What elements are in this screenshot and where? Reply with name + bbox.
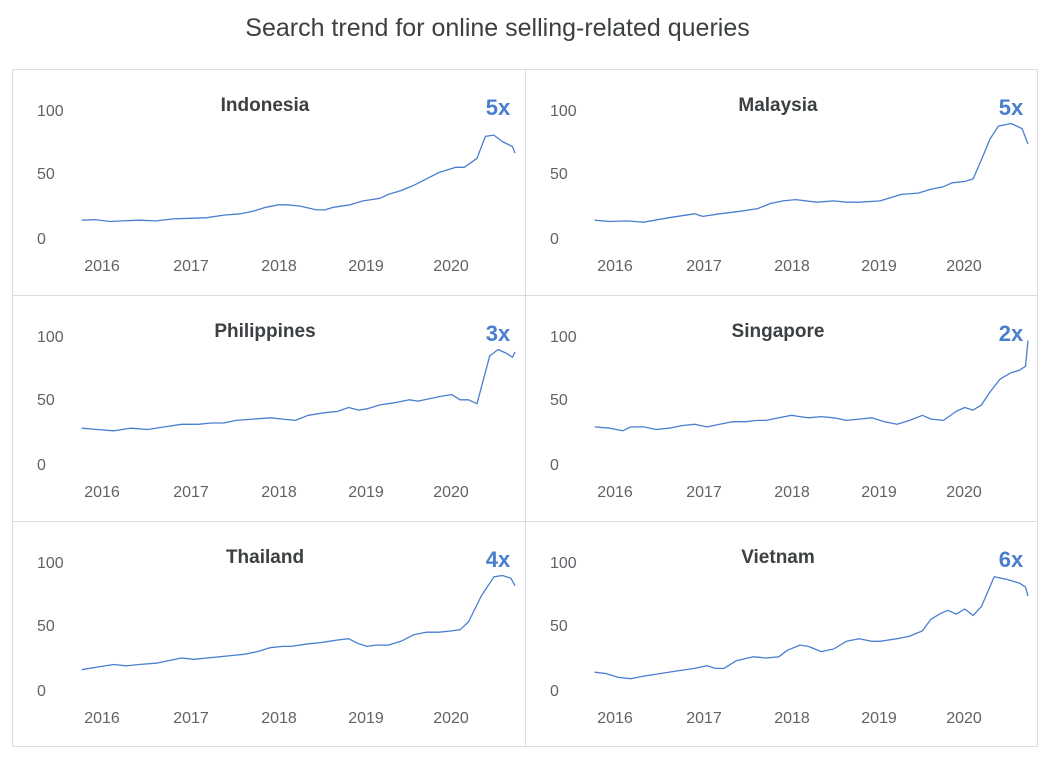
x-tick-label: 2018 bbox=[774, 710, 810, 727]
x-tick-label: 2018 bbox=[261, 484, 297, 501]
small-multiples-grid: Indonesia 5x 100 50 0 2016 2017 2018 2019 2020 Ma… bbox=[12, 69, 1038, 747]
x-tick-label: 2017 bbox=[173, 258, 209, 275]
panel-malaysia: Malaysia 5x 100 50 0 2016 2017 2018 2019 2020 bbox=[526, 70, 1039, 296]
panel-divider-horizontal bbox=[13, 295, 1037, 296]
x-tick-label: 2019 bbox=[861, 710, 897, 727]
trend-line bbox=[81, 574, 516, 671]
x-tick-label: 2019 bbox=[861, 258, 897, 275]
y-tick-label: 100 bbox=[550, 103, 577, 120]
y-tick-label: 0 bbox=[37, 231, 46, 248]
x-tick-label: 2018 bbox=[774, 484, 810, 501]
x-tick-label: 2017 bbox=[173, 710, 209, 727]
line-chart-svg: Malaysia 5x 100 50 0 2016 2017 2018 2019 2020 bbox=[550, 95, 1029, 275]
panel-singapore: Singapore 2x 100 50 0 2016 2017 2018 2019 2020 bbox=[526, 296, 1039, 522]
growth-multiplier-label: 5x bbox=[999, 95, 1024, 120]
panel-divider-vertical bbox=[525, 70, 526, 746]
y-tick-label: 50 bbox=[550, 166, 568, 183]
x-tick-label: 2018 bbox=[261, 258, 297, 275]
y-tick-label: 100 bbox=[37, 329, 64, 346]
panel-indonesia: Indonesia 5x 100 50 0 2016 2017 2018 2019 2020 bbox=[13, 70, 526, 296]
x-tick-label: 2017 bbox=[686, 484, 722, 501]
growth-multiplier-label: 2x bbox=[999, 321, 1024, 346]
y-tick-label: 0 bbox=[37, 683, 46, 700]
x-tick-label: 2019 bbox=[348, 484, 384, 501]
x-tick-label: 2020 bbox=[946, 258, 982, 275]
x-tick-label: 2016 bbox=[597, 484, 633, 501]
x-tick-label: 2016 bbox=[84, 258, 120, 275]
y-tick-label: 50 bbox=[37, 392, 55, 409]
growth-multiplier-label: 3x bbox=[486, 321, 511, 346]
y-tick-label: 100 bbox=[550, 555, 577, 572]
x-tick-label: 2019 bbox=[348, 258, 384, 275]
trend-line bbox=[594, 340, 1029, 432]
x-tick-label: 2020 bbox=[433, 258, 469, 275]
chart-title: Search trend for online selling-related … bbox=[245, 14, 750, 42]
y-tick-label: 100 bbox=[37, 103, 64, 120]
y-tick-label: 0 bbox=[37, 457, 46, 474]
y-tick-label: 100 bbox=[550, 329, 577, 346]
y-tick-label: 50 bbox=[550, 618, 568, 635]
panel-thailand: Thailand 4x 100 50 0 2016 2017 2018 2019 2020 bbox=[13, 522, 526, 748]
y-tick-label: 0 bbox=[550, 683, 559, 700]
line-chart-svg: Vietnam 6x 100 50 0 2016 2017 2018 2019 2020 bbox=[550, 547, 1029, 727]
panel-title: Indonesia bbox=[221, 95, 310, 116]
x-tick-label: 2019 bbox=[861, 484, 897, 501]
panel-title: Vietnam bbox=[741, 547, 815, 568]
x-tick-label: 2016 bbox=[597, 710, 633, 727]
y-tick-label: 50 bbox=[37, 618, 55, 635]
trend-line bbox=[81, 348, 516, 432]
x-tick-label: 2019 bbox=[348, 710, 384, 727]
trend-line bbox=[594, 576, 1029, 680]
panel-title: Malaysia bbox=[738, 95, 818, 116]
line-chart-svg: Indonesia 5x 100 50 0 2016 2017 2018 2019 2020 bbox=[37, 95, 516, 275]
growth-multiplier-label: 5x bbox=[486, 95, 511, 120]
panel-divider-horizontal bbox=[13, 521, 1037, 522]
trend-line bbox=[594, 122, 1029, 223]
x-tick-label: 2020 bbox=[946, 710, 982, 727]
panel-title: Thailand bbox=[226, 547, 304, 568]
y-tick-label: 50 bbox=[37, 166, 55, 183]
y-tick-label: 0 bbox=[550, 457, 559, 474]
x-tick-label: 2016 bbox=[597, 258, 633, 275]
x-tick-label: 2018 bbox=[774, 258, 810, 275]
line-chart-svg: Singapore 2x 100 50 0 2016 2017 2018 2019 2020 bbox=[550, 321, 1029, 501]
x-tick-label: 2017 bbox=[686, 710, 722, 727]
panel-vietnam: Vietnam 6x 100 50 0 2016 2017 2018 2019 2020 bbox=[526, 522, 1039, 748]
x-tick-label: 2018 bbox=[261, 710, 297, 727]
x-tick-label: 2017 bbox=[173, 484, 209, 501]
growth-multiplier-label: 6x bbox=[999, 547, 1024, 572]
growth-multiplier-label: 4x bbox=[486, 547, 511, 572]
line-chart-svg: Philippines 3x 100 50 0 2016 2017 2018 2019 2020 bbox=[37, 321, 516, 501]
x-tick-label: 2020 bbox=[433, 710, 469, 727]
line-chart-svg: Thailand 4x 100 50 0 2016 2017 2018 2019 2020 bbox=[37, 547, 516, 727]
trend-line bbox=[81, 134, 516, 223]
x-tick-label: 2016 bbox=[84, 710, 120, 727]
panel-title: Singapore bbox=[732, 321, 825, 342]
x-tick-label: 2020 bbox=[433, 484, 469, 501]
panel-philippines: Philippines 3x 100 50 0 2016 2017 2018 2019 2020 bbox=[13, 296, 526, 522]
panel-title: Philippines bbox=[214, 321, 315, 342]
x-tick-label: 2020 bbox=[946, 484, 982, 501]
x-tick-label: 2017 bbox=[686, 258, 722, 275]
y-tick-label: 0 bbox=[550, 231, 559, 248]
y-tick-label: 50 bbox=[550, 392, 568, 409]
y-tick-label: 100 bbox=[37, 555, 64, 572]
x-tick-label: 2016 bbox=[84, 484, 120, 501]
